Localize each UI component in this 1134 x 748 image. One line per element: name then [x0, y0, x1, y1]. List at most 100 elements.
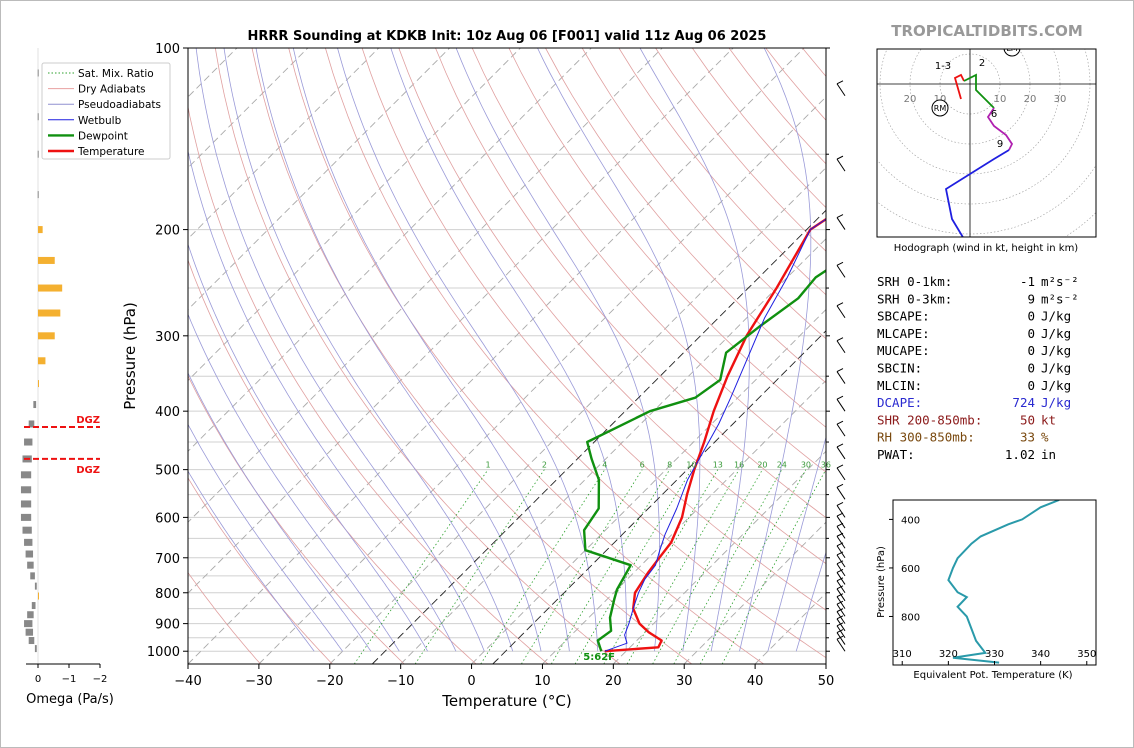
index-unit: J/kg	[1041, 309, 1071, 324]
omega-bar	[38, 592, 39, 600]
wind-barb-staff	[836, 545, 846, 559]
index-unit: J/kg	[1041, 395, 1071, 410]
legend-entry-label: Pseudoadiabats	[78, 99, 161, 111]
omega-x-tick-label: −1	[62, 674, 77, 685]
index-value: 33	[1020, 430, 1035, 445]
omega-bar	[37, 191, 39, 199]
omega-bar	[34, 582, 37, 590]
omega-bar	[38, 309, 61, 317]
wind-barb-staff	[836, 625, 846, 639]
mixing-ratio-label: 16	[734, 461, 744, 470]
storm-motion-marker	[1003, 49, 1021, 57]
hodograph-plot-area: 20101020301-3269LMRM	[877, 49, 1096, 237]
omega-bar	[34, 645, 37, 653]
isotherm-line	[258, 96, 826, 664]
mixing-ratio-label: 13	[713, 461, 723, 470]
wind-barb-staff	[836, 371, 846, 384]
theta-e-x-tick-label: 310	[893, 649, 912, 660]
mixing-ratio-label: 8	[667, 461, 672, 470]
x-tick-label: 30	[676, 674, 693, 689]
dgz-label: DGZ	[76, 465, 100, 476]
pseudoadiabat-line	[795, 550, 826, 652]
legend-entry-label: Wetbulb	[78, 115, 122, 127]
omega-bar	[24, 538, 33, 546]
pseudoadiabat-line	[195, 48, 485, 652]
wind-barbs	[836, 80, 846, 652]
omega-bar	[38, 332, 55, 340]
index-value: 0	[1027, 343, 1035, 358]
hodograph-title: Hodograph (wind in kt, height in km)	[894, 243, 1079, 254]
pseudoadiabat-line	[255, 48, 542, 652]
isotherm-line	[188, 48, 592, 452]
dry-adiabat-line	[188, 571, 261, 664]
index-label: SRH 0-1km:	[877, 274, 952, 289]
theta-e-y-tick-label: 600	[901, 564, 920, 575]
omega-bar	[25, 550, 34, 558]
dewpoint-profile-line	[582, 269, 826, 652]
wind-barb-flag	[836, 214, 844, 219]
wind-barb-flag	[836, 155, 844, 160]
watermark: TROPICALTIDBITS.COM	[891, 22, 1083, 40]
wind-barb-flag	[836, 420, 844, 425]
wind-barb-flag	[836, 593, 844, 598]
x-tick-label: −10	[387, 674, 414, 689]
isotherm-line	[188, 48, 734, 594]
hodograph-height-label: 9	[997, 139, 1003, 150]
mixing-ratio-label: 20	[757, 461, 767, 470]
reference-dashed-line	[371, 209, 826, 664]
index-value: 724	[1012, 395, 1035, 410]
hodograph-height-label: 1-3	[935, 61, 951, 72]
omega-bar	[20, 500, 32, 508]
wind-barb-staff	[836, 588, 846, 602]
omega-bar	[27, 611, 34, 619]
y-tick-label: 100	[155, 42, 180, 57]
index-unit: m²s⁻²	[1041, 291, 1079, 306]
index-unit: in	[1041, 447, 1056, 462]
pseudoadiabat-line	[455, 48, 660, 652]
pseudoadiabat-line	[188, 243, 428, 652]
hodograph-frame	[876, 48, 1097, 238]
y-tick-label: 1000	[147, 645, 180, 660]
theta-e-x-tick-label: 340	[1031, 649, 1050, 660]
y-tick-label: 700	[155, 552, 180, 567]
pseudoadiabat-line	[767, 435, 826, 652]
index-value: 50	[1020, 412, 1035, 427]
omega-bar	[38, 256, 55, 264]
pseudoadiabat-line	[188, 149, 457, 652]
surface-temperature-label: 5:62F	[583, 652, 615, 663]
index-label: SBCIN:	[877, 361, 922, 376]
pseudoadiabat-line	[337, 48, 599, 652]
pseudoadiabat-line	[223, 48, 514, 652]
omega-bar	[38, 284, 63, 292]
wind-barb-flag	[836, 615, 844, 620]
theta-e-y-tick-label: 400	[901, 515, 920, 526]
index-label: DCAPE:	[877, 395, 922, 410]
omega-bar	[25, 628, 34, 636]
mixing-ratio-line	[480, 469, 606, 664]
mixing-ratio-label: 6	[640, 461, 645, 470]
chart-title: HRRR Sounding at KDKB Init: 10z Aug 06 […	[248, 29, 767, 44]
omega-bar	[27, 561, 34, 569]
y-tick-label: 400	[155, 405, 180, 420]
hodograph-segment	[944, 149, 1010, 237]
dry-adiabat-line	[188, 477, 333, 664]
index-unit: kt	[1041, 412, 1056, 427]
mixing-ratio-label: 10	[686, 461, 696, 470]
theta-e-x-tick-label: 320	[939, 649, 958, 660]
index-unit: J/kg	[1041, 326, 1071, 341]
wind-barb-staff	[836, 526, 846, 539]
isotherm-line	[188, 48, 521, 382]
pseudoadiabat-line	[188, 423, 343, 652]
dgz-label: DGZ	[76, 415, 100, 426]
hodograph-height-label: 6	[991, 109, 997, 120]
omega-panel: 0 −1 −2 DGZ DGZ	[20, 48, 107, 685]
pseudoadiabat-line	[188, 372, 372, 652]
wind-barb-staff	[836, 505, 846, 518]
x-tick-label: −20	[316, 674, 343, 689]
wind-barb-staff	[836, 305, 846, 319]
legend-entry-label: Dry Adiabats	[78, 84, 146, 96]
wind-barb-staff	[836, 554, 846, 568]
pseudoadiabat-line	[739, 48, 812, 652]
isotherm-line	[188, 48, 450, 311]
isotherm-line	[329, 167, 826, 664]
